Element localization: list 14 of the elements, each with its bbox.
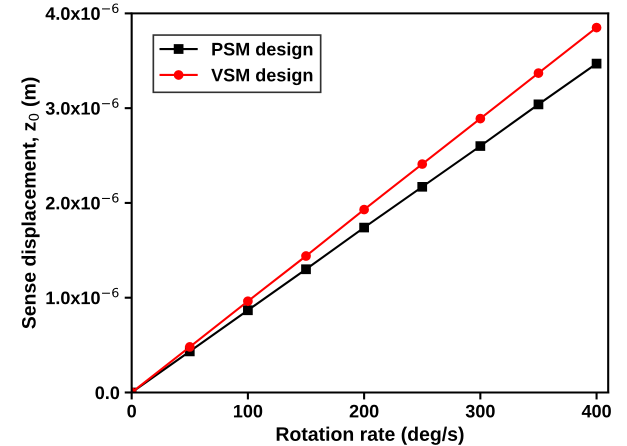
y-tick-label: 1.0x10$^{−6}$ [46, 288, 119, 304]
y-axis-title: Sense displacement, z$_{0}$ (m) [21, 78, 40, 329]
x-axis-title: Rotation rate (deg/s) [276, 426, 464, 445]
x-tick-label: 300 [466, 404, 495, 418]
y-tick-label: 3.0x10$^{−6}$ [46, 98, 119, 115]
x-tick-label: 100 [234, 404, 262, 418]
x-tick-label: 200 [350, 404, 378, 418]
x-tick-label: 400 [582, 404, 611, 418]
y-tick-label: 0.0 [95, 386, 120, 400]
y-tick-label: 2.0x10$^{−6}$ [46, 193, 119, 210]
legend-label: VSM design [211, 68, 312, 86]
y-tick-label: 4.0x10$^{−6}$ [46, 3, 119, 20]
legend-label: PSM design [212, 42, 312, 60]
x-tick-label: 0 [127, 404, 136, 418]
